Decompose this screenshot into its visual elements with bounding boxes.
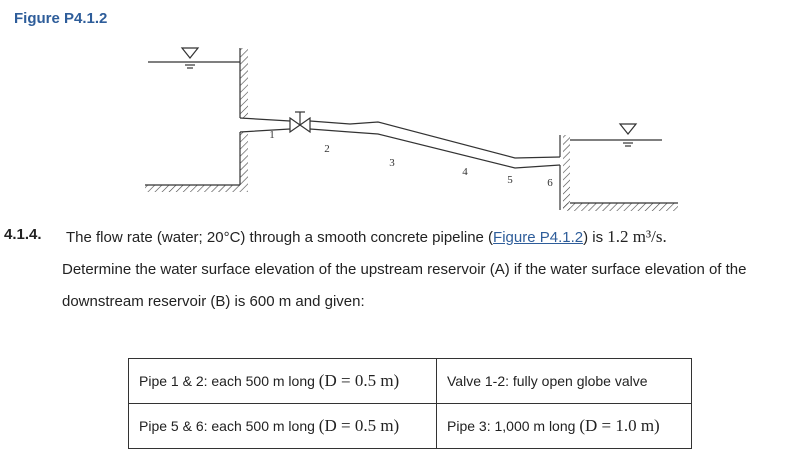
pipe-label: 4 (462, 166, 468, 178)
math: (D = 1.0 m) (579, 416, 660, 435)
pipeline-diagram: 1 2 3 4 5 6 (145, 47, 678, 211)
figure-link[interactable]: Figure P4.1.2 (493, 229, 584, 246)
math: (D = 0.5 m) (318, 371, 400, 390)
text: Pipe 3: 1,000 m long (447, 418, 576, 434)
problem-number: 4.1.4. (4, 226, 42, 243)
table-cell: Pipe 3: 1,000 m long (D = 1.0 m) (436, 403, 692, 449)
table-row: Pipe 5 & 6: each 500 m long (D = 0.5 m) … (128, 403, 692, 449)
problem-text: The flow rate (water; 20°C) through a sm… (62, 221, 802, 318)
pipe-label: 5 (507, 174, 513, 186)
pipe-label: 1 (269, 129, 275, 141)
figure-title: Figure P4.1.2 (14, 10, 108, 27)
text: Determine the water surface elevation of… (62, 261, 747, 310)
pipe-label: 2 (324, 143, 330, 155)
table-cell: Pipe 1 & 2: each 500 m long (D = 0.5 m) (128, 358, 437, 404)
pipe-label: 6 (547, 177, 553, 189)
text: Pipe 5 & 6: each 500 m long (139, 418, 315, 434)
math: (D = 0.5 m) (318, 416, 400, 435)
pipe-label: 3 (389, 157, 395, 169)
text: . (662, 227, 667, 246)
text: Valve 1-2: fully open globe valve (447, 373, 648, 389)
text: The flow rate (water; 20°C) through a sm… (66, 229, 494, 246)
table-cell: Valve 1-2: fully open globe valve (436, 358, 692, 404)
table-row: Pipe 1 & 2: each 500 m long (D = 0.5 m) … (128, 358, 692, 404)
text: Pipe 1 & 2: each 500 m long (139, 373, 315, 389)
math: 1.2 m³/s (607, 227, 663, 246)
data-table: Pipe 1 & 2: each 500 m long (D = 0.5 m) … (128, 358, 692, 449)
table-cell: Pipe 5 & 6: each 500 m long (D = 0.5 m) (128, 403, 437, 449)
text: ) is (583, 229, 608, 246)
